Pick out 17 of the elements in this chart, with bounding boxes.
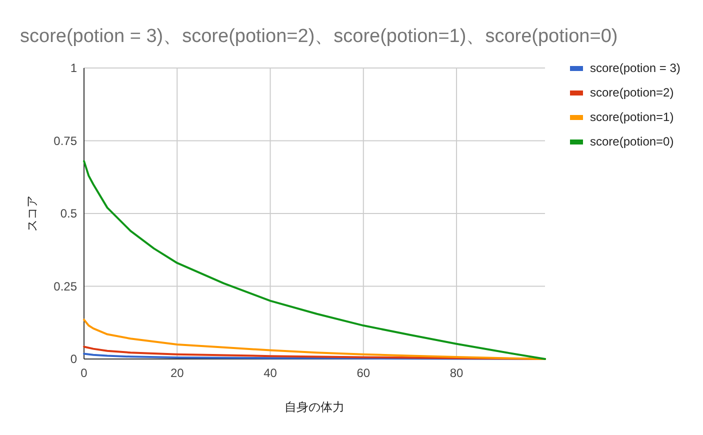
chart-title: score(potion = 3)、score(potion=2)、score(potion=1)、score(potion=0) — [20, 26, 618, 47]
x-tick-label: 60 — [356, 366, 370, 380]
y-axis-title: スコア — [25, 196, 39, 232]
x-tick-label: 40 — [264, 366, 278, 380]
x-tick-label: 0 — [80, 366, 88, 380]
x-axis-title: 自身の体力 — [284, 400, 344, 414]
y-tick-label: 0.25 — [54, 279, 78, 294]
legend-label: score(potion = 3) — [590, 61, 680, 75]
legend-label: score(potion=1) — [590, 110, 674, 124]
y-tick-label: 0.75 — [54, 134, 78, 148]
y-tick-label: 0.5 — [60, 206, 78, 220]
x-tick-label: 20 — [170, 366, 184, 380]
legend-label: score(potion=2) — [590, 86, 674, 100]
x-tick-label: 80 — [450, 366, 464, 380]
legend-label: score(potion=0) — [590, 134, 674, 148]
y-tick-label: 1 — [70, 61, 78, 75]
y-tick-label: 0 — [70, 352, 78, 366]
